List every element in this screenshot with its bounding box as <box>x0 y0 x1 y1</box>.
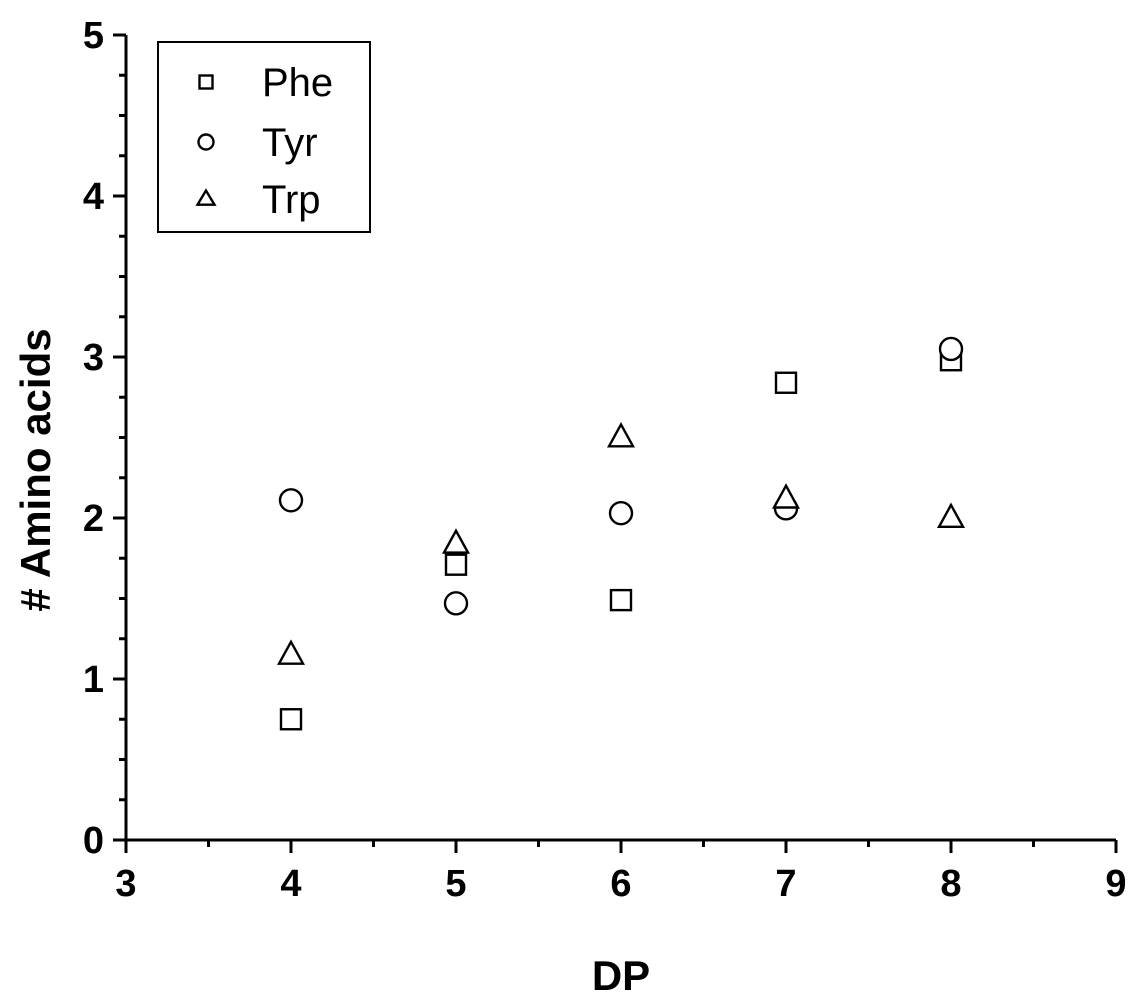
data-point-trp <box>771 483 801 509</box>
x-tick-label: 6 <box>610 863 631 905</box>
y-tick-label: 2 <box>83 498 104 540</box>
data-point-phe <box>279 708 303 731</box>
y-tick-label: 5 <box>83 15 104 57</box>
legend-marker-trp <box>195 188 217 206</box>
data-point-trp <box>936 502 966 529</box>
x-tick-label: 9 <box>1105 863 1126 905</box>
y-ticks: 0 1 2 3 4 5 <box>83 15 126 862</box>
legend-label-phe: Phe <box>262 61 333 105</box>
x-tick-label: 5 <box>445 863 466 905</box>
legend-box <box>157 41 371 233</box>
y-tick-label: 4 <box>83 176 104 218</box>
legend-marker-phe <box>198 74 214 90</box>
y-tick-label: 0 <box>83 820 104 862</box>
data-point-tyr <box>608 500 634 526</box>
data-point-phe <box>774 371 798 394</box>
data-point-trp <box>276 639 306 665</box>
y-tick-label: 3 <box>83 337 104 379</box>
x-tick-label: 4 <box>280 863 301 905</box>
data-point-trp <box>441 528 471 554</box>
legend-label-trp: Trp <box>262 178 321 222</box>
data-points <box>276 336 966 731</box>
data-point-trp <box>606 421 636 448</box>
x-ticks: 3 4 5 6 7 8 9 <box>115 840 1127 905</box>
legend-marker-tyr <box>197 133 215 151</box>
data-point-tyr <box>443 591 469 616</box>
y-axis-title: # Amino acids <box>12 328 59 611</box>
x-axis-title: DP <box>592 952 650 999</box>
x-tick-label: 7 <box>775 863 796 905</box>
y-tick-label: 1 <box>83 659 104 701</box>
legend-label-tyr: Tyr <box>262 121 318 165</box>
data-point-tyr <box>278 488 304 513</box>
data-point-tyr <box>938 336 964 362</box>
data-point-phe <box>444 553 468 576</box>
legend: Phe Tyr Trp <box>157 41 371 233</box>
x-tick-label: 8 <box>940 863 961 905</box>
data-point-phe <box>609 588 633 612</box>
x-tick-label: 3 <box>115 863 136 905</box>
